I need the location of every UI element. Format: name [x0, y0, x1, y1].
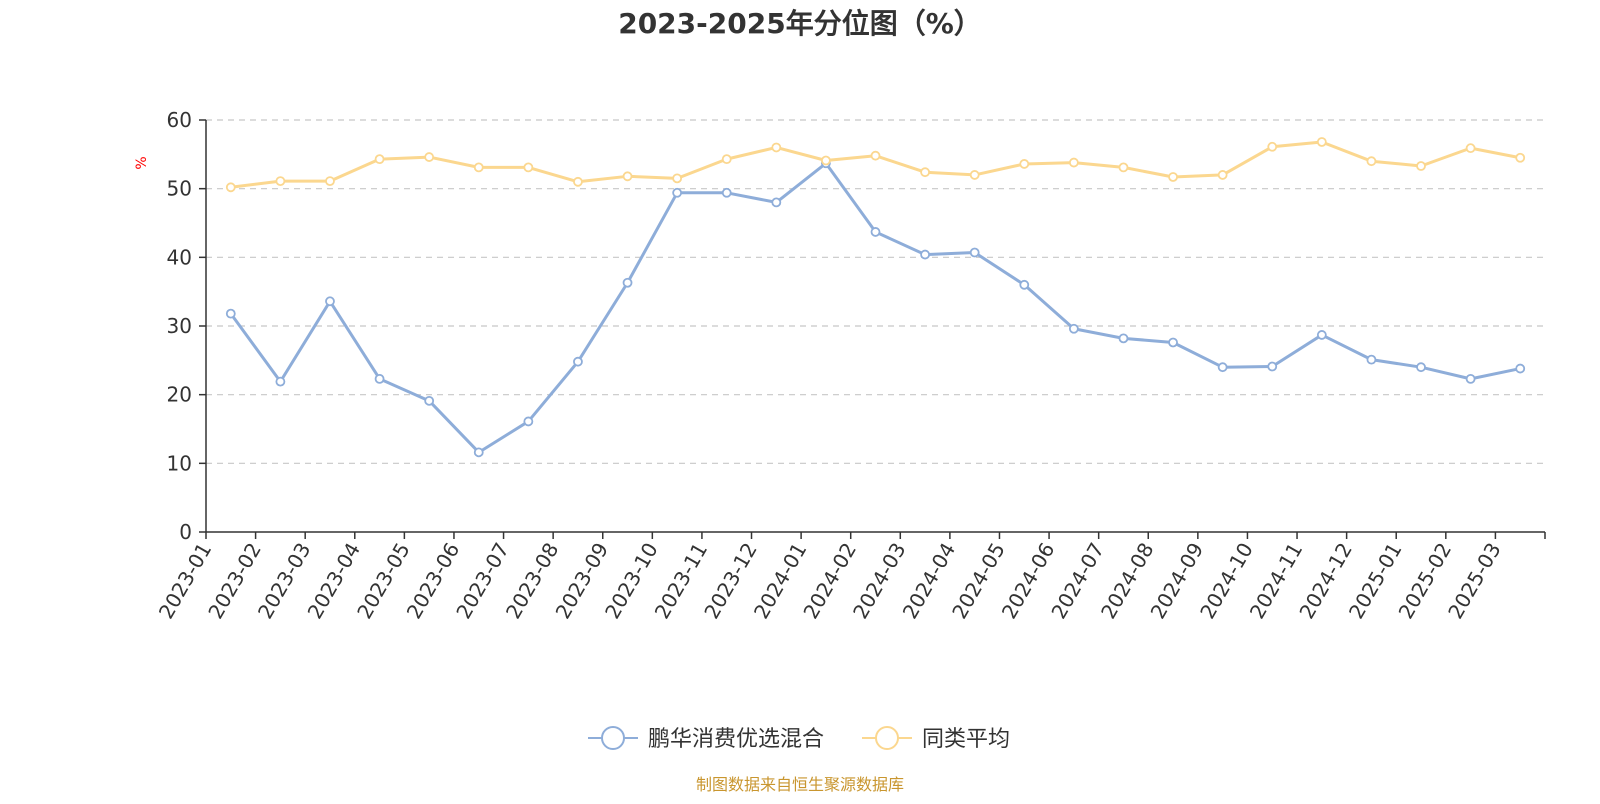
y-tick-label: 10: [167, 451, 192, 475]
data-point: [821, 155, 831, 166]
legend-label-2: 同类平均: [922, 727, 1010, 752]
series-line-1: [229, 161, 1522, 454]
data-point: [225, 308, 236, 319]
data-point: [1217, 362, 1228, 373]
legend-label-1: 鹏华消费优选混合: [648, 727, 824, 752]
legend-marker: [875, 726, 899, 750]
data-point: [424, 395, 435, 406]
data-point: [1416, 362, 1426, 373]
data-point: [672, 173, 683, 184]
data-point: [424, 152, 435, 162]
data-point: [1217, 170, 1228, 180]
data-point: [1019, 159, 1030, 169]
data-point: [969, 170, 980, 180]
data-point: [870, 150, 881, 161]
data-point: [920, 167, 930, 178]
y-tick-label: 0: [179, 520, 192, 544]
axes: 01020304050602023-012023-022023-032023-0…: [154, 108, 1546, 623]
data-point: [1465, 373, 1476, 384]
data-point: [870, 227, 881, 237]
data-point: [1019, 279, 1030, 290]
data-point: [523, 416, 534, 427]
chart-title: 2023-2025年分位图（%）: [618, 7, 982, 40]
data-point: [573, 356, 583, 367]
data-point: [325, 176, 335, 187]
data-point: [275, 376, 286, 387]
data-point: [1515, 363, 1526, 374]
data-point: [1118, 333, 1129, 344]
data-point: [622, 277, 633, 288]
data-point: [969, 247, 980, 258]
data-point: [1168, 172, 1178, 182]
data-point: [1316, 137, 1327, 147]
data-point: [920, 249, 930, 260]
data-point: [473, 447, 484, 458]
y-tick-label: 50: [167, 177, 192, 201]
y-tick-label: 30: [167, 314, 192, 338]
series-line-2: [229, 140, 1522, 189]
data-source-note: 制图数据来自恒生聚源数据库: [696, 775, 904, 794]
data-point: [1267, 141, 1278, 152]
y-tick-label: 20: [167, 383, 192, 407]
data-point: [721, 154, 732, 165]
y-axis-unit-label: %: [134, 156, 150, 169]
legend-marker: [601, 726, 625, 750]
data-point: [374, 154, 385, 165]
data-point: [1465, 143, 1476, 154]
data-point: [771, 142, 782, 153]
data-point: [622, 171, 633, 182]
y-tick-label: 60: [167, 108, 192, 132]
data-point: [275, 176, 286, 187]
data-point: [672, 187, 683, 198]
y-tick-label: 40: [167, 245, 192, 269]
data-point: [771, 197, 782, 208]
data-point: [325, 296, 335, 307]
data-point: [1068, 323, 1079, 334]
data-point: [1267, 361, 1278, 372]
data-point: [523, 162, 534, 173]
data-point: [1168, 337, 1178, 348]
series-layer: [225, 137, 1526, 458]
data-point: [1515, 152, 1526, 163]
data-point: [573, 176, 583, 187]
data-point: [721, 187, 732, 198]
data-point: [374, 373, 385, 384]
data-point: [1366, 354, 1377, 365]
legend: 鹏华消费优选混合 同类平均: [588, 726, 1010, 752]
data-point: [1316, 330, 1327, 340]
data-point: [1416, 161, 1426, 171]
data-point: [1068, 157, 1079, 168]
grid-lines: [206, 119, 1545, 464]
data-point: [1118, 162, 1129, 173]
data-point: [225, 182, 236, 193]
data-point: [1366, 156, 1377, 167]
data-point: [473, 162, 484, 173]
